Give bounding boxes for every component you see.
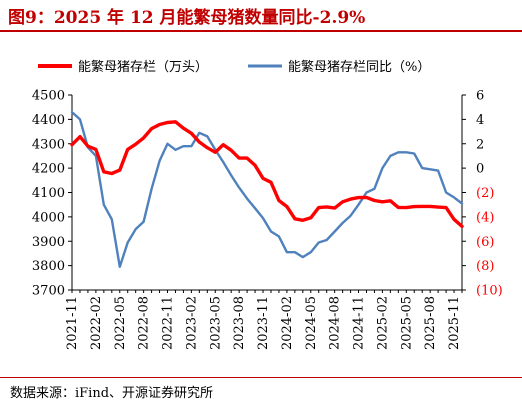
right-axis-tick-label: 6	[476, 89, 484, 104]
legend: 能繁母猪存栏（万头） 能繁母猪存栏同比（%）	[38, 59, 430, 75]
x-axis-tick-label: 2023-08	[232, 296, 247, 350]
left-axis-tick-label: 4300	[32, 137, 65, 152]
series-line-1	[70, 110, 464, 268]
x-axis-tick-label: 2025-02	[375, 296, 390, 350]
x-axis-tick-label: 2022-05	[113, 296, 128, 350]
right-axis-tick-label: 4	[476, 113, 484, 128]
left-axis-tick-label: 3800	[32, 259, 65, 274]
x-axis-tick-label: 2023-11	[256, 296, 271, 350]
x-axis-tick-label: 2023-02	[184, 296, 199, 350]
chart: 能繁母猪存栏（万头） 能繁母猪存栏同比（%） 3700 3800 3900 4000 4…	[32, 59, 503, 351]
left-axis-tick-label: 4400	[32, 113, 65, 128]
right-axis-tick-label: (8)	[476, 259, 494, 274]
title-rule	[0, 30, 522, 32]
x-axis-tick-label: 2025-11	[447, 296, 462, 350]
right-axis-tick-label: (4)	[476, 210, 494, 225]
right-axis-tick-label: (2)	[476, 186, 494, 201]
legend-label-series-0: 能繁母猪存栏（万头）	[78, 59, 208, 75]
x-axis-tick-label: 2025-05	[399, 296, 414, 350]
source-note: 数据来源：iFind、开源证券研究所	[10, 386, 214, 401]
legend-label-series-1: 能繁母猪存栏同比（%）	[288, 59, 430, 75]
figure-title: 图9：2025 年 12 月能繁母猪数量同比-2.9%	[8, 8, 366, 28]
left-axis-tick-label: 3900	[32, 235, 65, 250]
right-axis-tick-label: 2	[476, 137, 484, 152]
x-axis-tick-label: 2024-02	[280, 296, 295, 350]
left-axis-tick-label: 4000	[32, 210, 65, 225]
x-axis-tick-label: 2024-05	[304, 296, 319, 350]
x-axis-tick-label: 2022-08	[137, 296, 152, 350]
series-line-0	[70, 120, 464, 229]
source-rule	[0, 377, 522, 378]
x-axis-tick-label: 2021-11	[65, 296, 80, 350]
x-axis-tick-label: 2025-08	[423, 296, 438, 350]
x-axis-tick-label: 2024-11	[352, 296, 367, 350]
left-axis-tick-label: 3700	[32, 284, 65, 299]
left-axis-tick-label: 4500	[32, 89, 65, 104]
right-axis-tick-label: 0	[476, 162, 484, 177]
x-axis-tick-label: 2024-08	[328, 296, 343, 350]
x-axis-tick-label: 2022-11	[161, 296, 176, 350]
series-lines	[70, 110, 464, 268]
left-axis-tick-label: 4200	[32, 162, 65, 177]
right-axis-tick-label: (6)	[476, 235, 494, 250]
x-axis-tick-label: 2023-05	[208, 296, 223, 350]
x-axis-tick-label: 2022-02	[89, 296, 104, 350]
right-axis-tick-label: (10)	[476, 284, 503, 299]
left-axis-tick-label: 4100	[32, 186, 65, 201]
